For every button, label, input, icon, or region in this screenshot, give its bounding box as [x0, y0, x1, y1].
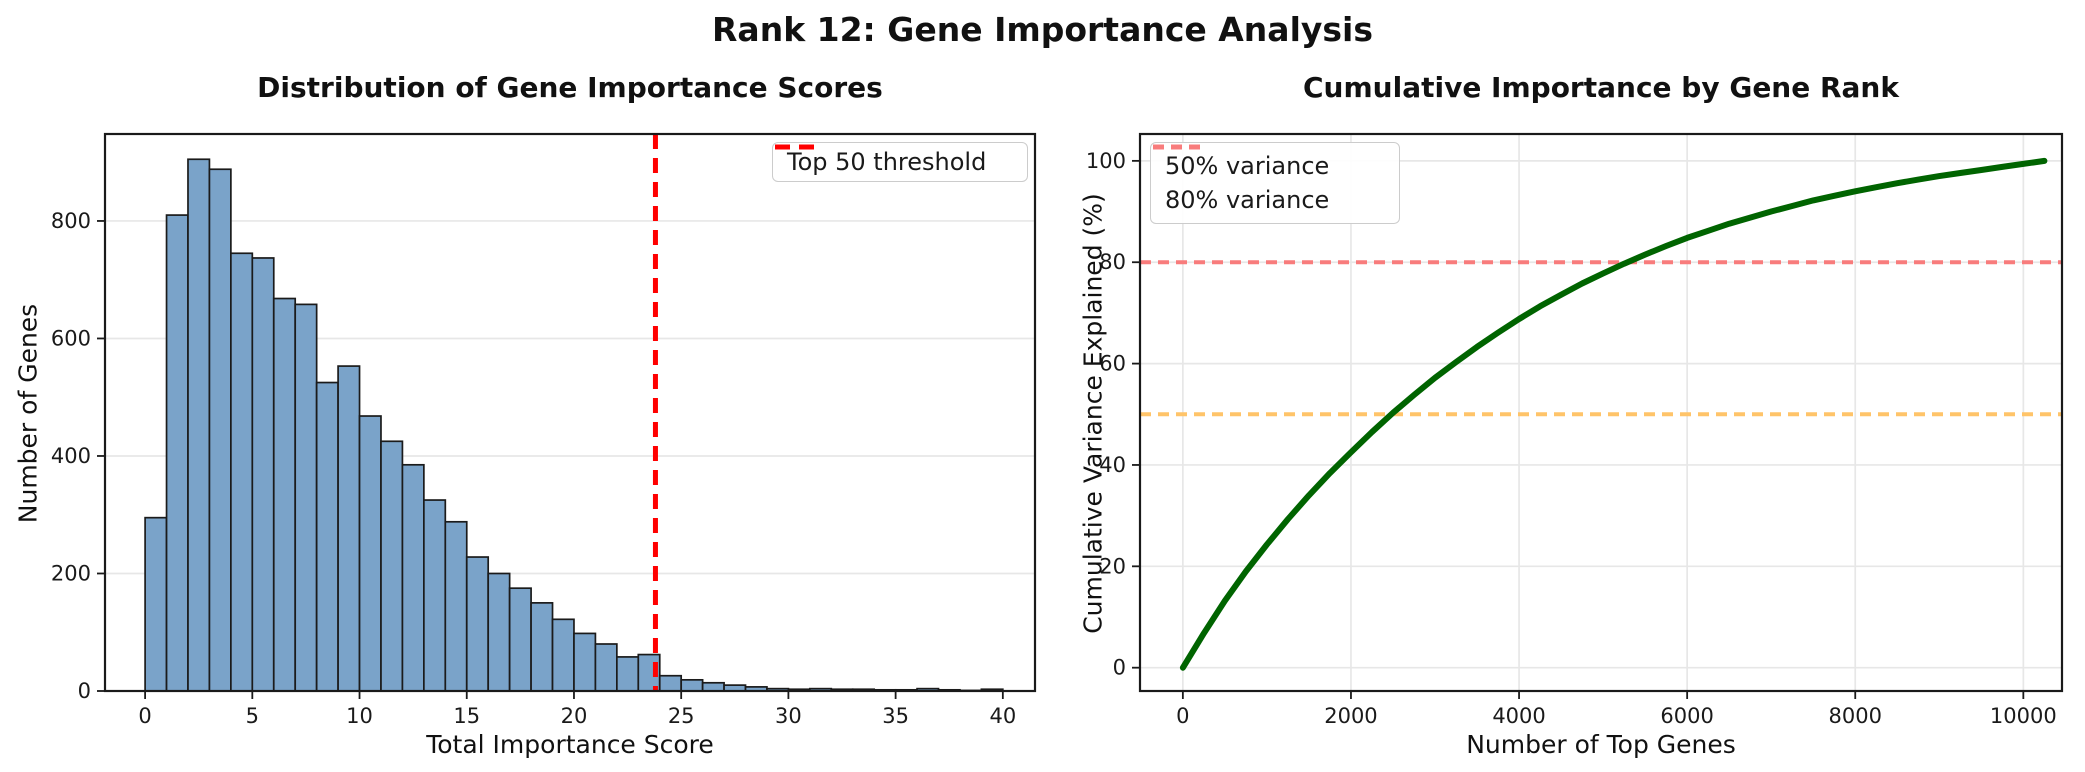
histogram-bar	[337, 365, 361, 692]
x-tick-label: 2000	[1324, 704, 1377, 728]
cumulative-legend: 50% variance 80% variance	[1150, 142, 1400, 224]
histogram-bar	[508, 587, 532, 692]
histogram-title: Distribution of Gene Importance Scores	[257, 71, 883, 104]
y-tick-label: 60	[1099, 352, 1126, 376]
x-tick-label: 15	[453, 704, 480, 728]
y-tick-label: 0	[1113, 656, 1126, 680]
cumulative-ylabel: Cumulative Variance Explained (%)	[1078, 193, 1108, 634]
histogram-bar	[208, 168, 232, 692]
histogram-bar	[230, 252, 254, 692]
histogram-bar	[294, 303, 318, 692]
y-tick-label: 40	[1099, 453, 1126, 477]
cumulative-xlabel: Number of Top Genes	[1466, 730, 1736, 759]
x-tick-label: 6000	[1660, 704, 1713, 728]
legend-label-50pct: 50% variance	[1165, 152, 1330, 180]
histogram-ylabel: Number of Genes	[13, 303, 43, 524]
x-tick-label: 20	[561, 704, 588, 728]
y-tick-label: 800	[51, 209, 91, 233]
salmon-dashed-line-icon	[1153, 144, 1201, 150]
y-tick-label: 100	[1086, 149, 1126, 173]
histogram-bar	[551, 618, 575, 692]
legend-row-80pct: 80% variance	[1153, 144, 1385, 217]
axes-spines	[1138, 132, 2064, 693]
y-tick-label: 400	[51, 444, 91, 468]
histogram-bar	[573, 632, 597, 692]
figure-suptitle: Rank 12: Gene Importance Analysis	[712, 10, 1373, 49]
histogram-bar	[144, 516, 168, 692]
y-tick-label: 20	[1099, 554, 1126, 578]
histogram-legend: Top 50 threshold	[772, 142, 1028, 182]
histogram-bar	[401, 463, 425, 692]
x-tick-label: 4000	[1492, 704, 1545, 728]
histogram-bar	[272, 297, 297, 692]
x-tick-label: 8000	[1829, 704, 1882, 728]
cumulative-title: Cumulative Importance by Gene Rank	[1303, 71, 1899, 104]
histogram-bar	[444, 520, 468, 692]
red-dashed-line-icon	[775, 144, 823, 150]
x-tick-label: 10000	[1990, 704, 2057, 728]
y-tick-label: 80	[1099, 250, 1126, 274]
x-tick-label: 35	[882, 704, 909, 728]
y-tick-label: 200	[51, 561, 91, 585]
histogram-bar	[187, 158, 211, 692]
histogram-bar	[423, 499, 447, 692]
cumulative-importance-curve	[1179, 157, 2048, 671]
x-tick-label: 10	[346, 704, 373, 728]
histogram-bar	[315, 381, 339, 692]
histogram-bar	[465, 556, 490, 692]
x-tick-label: 25	[668, 704, 695, 728]
x-tick-label: 30	[775, 704, 802, 728]
histogram-bar	[530, 602, 554, 692]
histogram-bar	[165, 214, 189, 692]
legend-label-threshold: Top 50 threshold	[787, 148, 987, 176]
histogram-bar	[251, 257, 275, 692]
x-tick-label: 40	[989, 704, 1016, 728]
histogram-xlabel: Total Importance Score	[426, 730, 714, 759]
y-tick-label: 0	[78, 679, 91, 703]
x-tick-label: 0	[138, 704, 151, 728]
histogram-bar	[701, 681, 725, 692]
y-tick-label: 600	[51, 326, 91, 350]
histogram-bar	[487, 572, 511, 692]
legend-row-threshold: Top 50 threshold	[775, 144, 1013, 176]
histogram-bar	[380, 440, 404, 692]
histogram-bar	[680, 678, 704, 692]
axes-spines	[103, 132, 1037, 693]
legend-row-50pct: 50% variance	[1153, 144, 1385, 183]
histogram-bar	[616, 656, 640, 692]
histogram-bar	[594, 643, 618, 692]
histogram-bar	[658, 674, 683, 692]
legend-label-80pct: 80% variance	[1165, 186, 1330, 214]
x-tick-label: 5	[246, 704, 259, 728]
histogram-bar	[358, 415, 382, 692]
x-tick-label: 0	[1176, 704, 1189, 728]
